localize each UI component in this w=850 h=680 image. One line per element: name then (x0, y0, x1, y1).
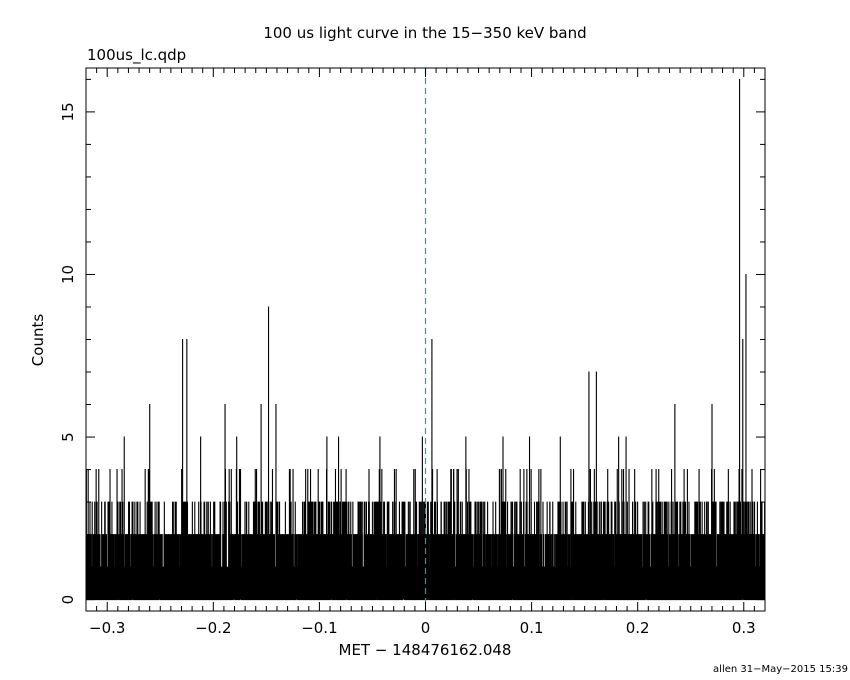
x-tick-label: −0.2 (195, 619, 231, 637)
y-axis-label: Counts (29, 314, 47, 367)
x-tick-label: −0.3 (89, 619, 125, 637)
x-axis-ticks: −0.3 −0.2 −0.1 0 0.1 0.2 0.3 (85, 68, 766, 637)
x-tick-label: 0.1 (520, 619, 544, 637)
x-tick-label: 0 (421, 619, 431, 637)
y-tick-label: 15 (59, 102, 77, 121)
x-tick-label: −0.1 (301, 619, 337, 637)
y-tick-label: 0 (59, 595, 77, 605)
y-tick-label: 10 (59, 265, 77, 284)
histogram-steps (85, 78, 766, 601)
footer-stamp: allen 31−May−2015 15:39 (713, 664, 848, 675)
y-tick-label: 5 (59, 432, 77, 442)
y-axis-ticks: 0 5 10 15 (59, 78, 765, 605)
chart-title: 100 us light curve in the 15−350 keV ban… (263, 24, 586, 42)
chart-subtitle: 100us_lc.qdp (87, 46, 186, 65)
plot-area: −0.3 −0.2 −0.1 0 0.1 0.2 0.3 0 5 10 15 (59, 67, 766, 637)
x-axis-label: MET − 148476162.048 (339, 641, 512, 659)
x-tick-label: 0.3 (732, 619, 756, 637)
x-tick-label: 0.2 (626, 619, 650, 637)
